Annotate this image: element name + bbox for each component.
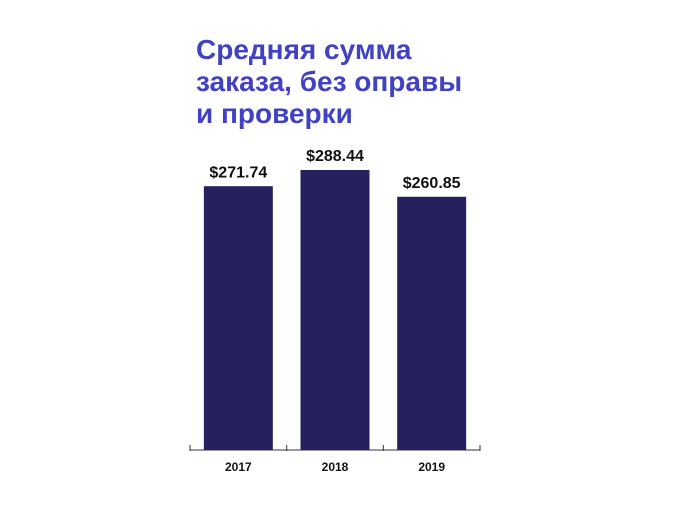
x-tick-label: 2019 — [418, 460, 445, 474]
chart-title: Средняя сумма заказа, без оправы и прове… — [196, 34, 463, 129]
bar — [300, 170, 370, 450]
x-tick-label: 2017 — [225, 460, 252, 474]
value-label: $288.44 — [306, 148, 364, 165]
value-label: $271.74 — [209, 164, 267, 181]
bar — [397, 196, 467, 450]
x-tick-label: 2018 — [322, 460, 349, 474]
bar — [203, 186, 273, 450]
value-label: $260.85 — [403, 175, 461, 192]
